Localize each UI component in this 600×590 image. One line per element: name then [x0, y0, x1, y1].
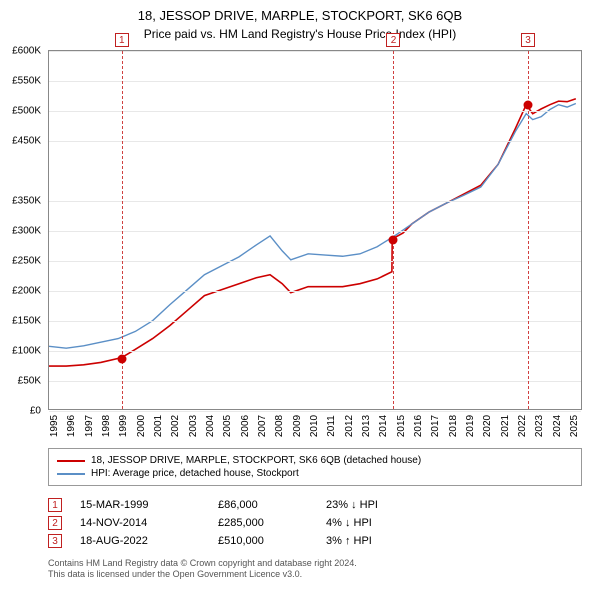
x-tick-label: 2003	[188, 415, 199, 437]
x-tick-label: 2009	[292, 415, 303, 437]
legend-label-property: 18, JESSOP DRIVE, MARPLE, STOCKPORT, SK6…	[91, 455, 421, 466]
tx-date: 15-MAR-1999	[80, 499, 200, 511]
x-tick-label: 2005	[222, 415, 233, 437]
tx-diff: 3% ↑ HPI	[326, 535, 426, 547]
x-tick-label: 2024	[552, 415, 563, 437]
tx-marker-3: 3	[48, 534, 62, 548]
x-tick-label: 2006	[240, 415, 251, 437]
legend-item-property: 18, JESSOP DRIVE, MARPLE, STOCKPORT, SK6…	[57, 454, 573, 467]
gridline-h	[49, 411, 581, 412]
series-line-property	[49, 99, 576, 366]
gridline-h	[49, 111, 581, 112]
tx-price: £86,000	[218, 499, 308, 511]
footnote-line1: Contains HM Land Registry data © Crown c…	[48, 558, 357, 569]
x-tick-label: 2013	[361, 415, 372, 437]
y-tick-label: £350K	[0, 196, 41, 207]
gridline-h	[49, 261, 581, 262]
legend-label-hpi: HPI: Average price, detached house, Stoc…	[91, 468, 299, 479]
gridline-h	[49, 231, 581, 232]
line-layer	[49, 51, 581, 409]
tx-price: £285,000	[218, 517, 308, 529]
y-tick-label: £100K	[0, 346, 41, 357]
x-tick-label: 2019	[465, 415, 476, 437]
x-tick-label: 2021	[500, 415, 511, 437]
y-tick-label: £450K	[0, 136, 41, 147]
tx-marker-1: 1	[48, 498, 62, 512]
gridline-h	[49, 321, 581, 322]
gridline-h	[49, 51, 581, 52]
x-tick-label: 2016	[413, 415, 424, 437]
x-tick-label: 2018	[448, 415, 459, 437]
x-tick-label: 2022	[517, 415, 528, 437]
gridline-h	[49, 291, 581, 292]
tx-price: £510,000	[218, 535, 308, 547]
marker-box-2: 2	[386, 33, 400, 47]
x-tick-label: 2017	[430, 415, 441, 437]
transaction-table: 1 15-MAR-1999 £86,000 23% ↓ HPI 2 14-NOV…	[48, 496, 582, 550]
x-tick-label: 2008	[274, 415, 285, 437]
y-tick-label: £50K	[0, 376, 41, 387]
tx-date: 14-NOV-2014	[80, 517, 200, 529]
chart-subtitle: Price paid vs. HM Land Registry's House …	[0, 23, 600, 47]
x-tick-label: 2023	[534, 415, 545, 437]
x-tick-label: 2020	[482, 415, 493, 437]
y-tick-label: £600K	[0, 46, 41, 57]
x-tick-label: 2000	[136, 415, 147, 437]
footnote: Contains HM Land Registry data © Crown c…	[48, 558, 357, 580]
gridline-h	[49, 381, 581, 382]
tx-date: 18-AUG-2022	[80, 535, 200, 547]
legend-box: 18, JESSOP DRIVE, MARPLE, STOCKPORT, SK6…	[48, 448, 582, 486]
tx-diff: 4% ↓ HPI	[326, 517, 426, 529]
marker-box-1: 1	[115, 33, 129, 47]
chart-area: £0£50K£100K£150K£200K£250K£300K£350K£450…	[48, 50, 582, 410]
table-row: 3 18-AUG-2022 £510,000 3% ↑ HPI	[48, 532, 582, 550]
gridline-h	[49, 141, 581, 142]
legend-item-hpi: HPI: Average price, detached house, Stoc…	[57, 467, 573, 480]
marker-dot-1	[117, 355, 126, 364]
y-tick-label: £250K	[0, 256, 41, 267]
x-tick-label: 1996	[66, 415, 77, 437]
marker-dot-3	[524, 101, 533, 110]
x-tick-label: 2014	[378, 415, 389, 437]
x-tick-label: 2011	[326, 415, 337, 437]
marker-dot-2	[389, 236, 398, 245]
gridline-h	[49, 351, 581, 352]
legend-swatch-hpi	[57, 473, 85, 475]
table-row: 1 15-MAR-1999 £86,000 23% ↓ HPI	[48, 496, 582, 514]
legend-swatch-property	[57, 460, 85, 462]
x-tick-label: 2012	[344, 415, 355, 437]
x-tick-label: 2002	[170, 415, 181, 437]
marker-box-3: 3	[521, 33, 535, 47]
y-tick-label: £200K	[0, 286, 41, 297]
x-tick-label: 1999	[118, 415, 129, 437]
x-tick-label: 2025	[569, 415, 580, 437]
tx-diff: 23% ↓ HPI	[326, 499, 426, 511]
table-row: 2 14-NOV-2014 £285,000 4% ↓ HPI	[48, 514, 582, 532]
x-tick-label: 1995	[49, 415, 60, 437]
x-tick-label: 1998	[101, 415, 112, 437]
marker-vline	[393, 51, 394, 409]
gridline-h	[49, 201, 581, 202]
footnote-line2: This data is licensed under the Open Gov…	[48, 569, 357, 580]
x-tick-label: 2007	[257, 415, 268, 437]
x-tick-label: 1997	[84, 415, 95, 437]
x-tick-label: 2015	[396, 415, 407, 437]
gridline-h	[49, 81, 581, 82]
y-tick-label: £550K	[0, 76, 41, 87]
tx-marker-2: 2	[48, 516, 62, 530]
plot-region: £0£50K£100K£150K£200K£250K£300K£350K£450…	[48, 50, 582, 410]
x-tick-label: 2010	[309, 415, 320, 437]
chart-container: 18, JESSOP DRIVE, MARPLE, STOCKPORT, SK6…	[0, 0, 600, 590]
x-tick-label: 2004	[205, 415, 216, 437]
chart-title: 18, JESSOP DRIVE, MARPLE, STOCKPORT, SK6…	[0, 0, 600, 23]
x-tick-label: 2001	[153, 415, 164, 437]
y-tick-label: £0	[0, 406, 41, 417]
y-tick-label: £500K	[0, 106, 41, 117]
y-tick-label: £300K	[0, 226, 41, 237]
y-tick-label: £150K	[0, 316, 41, 327]
